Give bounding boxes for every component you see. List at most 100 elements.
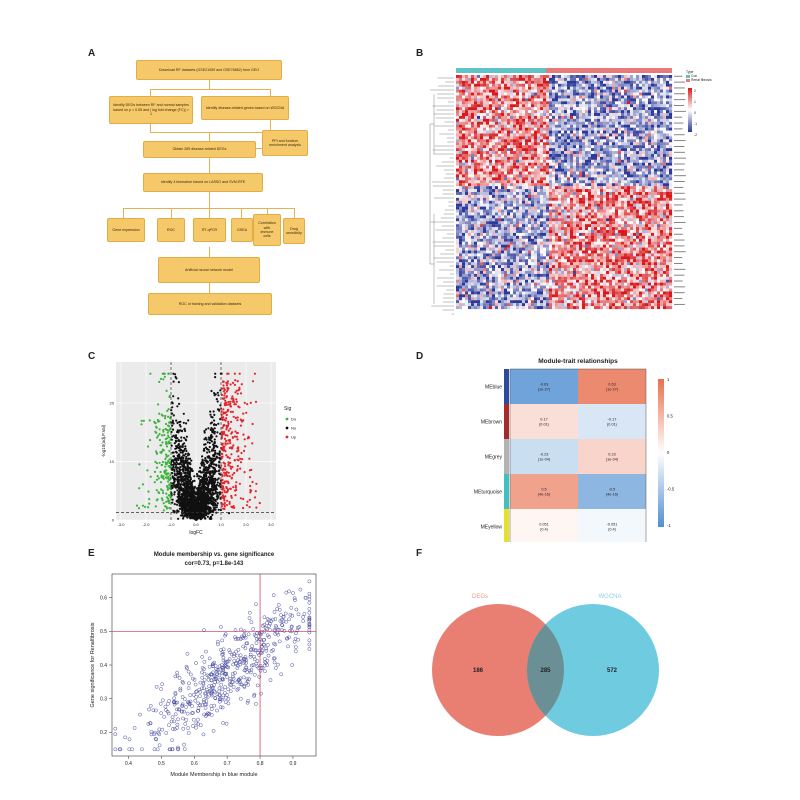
heatmap-cell <box>471 124 475 128</box>
heatmap-cell <box>543 232 547 236</box>
heatmap-cell <box>573 270 577 274</box>
heatmap-cell <box>591 133 595 137</box>
heatmap-cell <box>501 80 505 84</box>
heatmap-cell <box>546 253 550 257</box>
heatmap-cell <box>546 159 550 163</box>
heatmap-cell <box>525 104 529 108</box>
heatmap-cell <box>525 250 529 254</box>
heatmap-cell <box>582 151 586 155</box>
heatmap-cell <box>573 174 577 178</box>
heatmap-cell <box>471 121 475 125</box>
heatmap-cell <box>462 136 466 140</box>
heatmap-cell <box>627 241 631 245</box>
heatmap-cell <box>636 183 640 187</box>
heatmap-cell <box>495 104 499 108</box>
heatmap-cell <box>501 206 505 210</box>
heatmap-cell <box>558 189 562 193</box>
heatmap-cell <box>609 153 613 157</box>
heatmap-cell <box>471 203 475 207</box>
heatmap-cell <box>477 142 481 146</box>
heatmap-cell <box>501 238 505 242</box>
heatmap-cell <box>471 259 475 263</box>
heatmap-cell <box>552 262 556 266</box>
heatmap-cell <box>609 162 613 166</box>
expression-heatmap <box>429 68 686 315</box>
heatmap-cell <box>525 224 529 228</box>
heatmap-cell <box>564 209 568 213</box>
heatmap-cell <box>654 118 658 122</box>
heatmap-cell <box>600 139 604 143</box>
heatmap-cell <box>471 183 475 187</box>
heatmap-cell <box>474 77 478 81</box>
heatmap-cell <box>597 124 601 128</box>
heatmap-cell <box>615 162 619 166</box>
heatmap-cell <box>645 162 649 166</box>
heatmap-cell <box>579 145 583 149</box>
heatmap-cell <box>618 203 622 207</box>
heatmap-cell <box>516 221 520 225</box>
heatmap-cell <box>630 227 634 231</box>
heatmap-cell <box>555 80 559 84</box>
heatmap-cell <box>621 130 625 134</box>
heatmap-cell <box>456 230 460 234</box>
heatmap-cell <box>474 265 478 269</box>
heatmap-cell <box>552 77 556 81</box>
heatmap-cell <box>471 113 475 117</box>
heatmap-cell <box>507 224 511 228</box>
heatmap-cell <box>585 230 589 234</box>
heatmap-cell <box>468 77 472 81</box>
heatmap-cell <box>564 113 568 117</box>
heatmap-cell <box>522 136 526 140</box>
heatmap-cell <box>666 113 670 117</box>
heatmap-cell <box>522 192 526 196</box>
heatmap-cell <box>468 118 472 122</box>
heatmap-cell <box>492 145 496 149</box>
heatmap-cell <box>528 168 532 172</box>
heatmap-cell <box>522 259 526 263</box>
heatmap-cell <box>459 230 463 234</box>
heatmap-cell <box>555 174 559 178</box>
heatmap-cell <box>510 77 514 81</box>
heatmap-cell <box>462 241 466 245</box>
heatmap-cell <box>531 238 535 242</box>
panel-b-heatmap: Type Con Renal fibrosis 2 1 0 -1 -2 <box>428 64 720 320</box>
heatmap-cell <box>480 262 484 266</box>
heatmap-cell <box>546 192 550 196</box>
heatmap-cell <box>495 153 499 157</box>
heatmap-cell <box>618 101 622 105</box>
heatmap-cell <box>666 168 670 172</box>
heatmap-cell <box>645 113 649 117</box>
heatmap-cell <box>570 162 574 166</box>
heatmap-cell <box>573 118 577 122</box>
panel-letter-b: B <box>416 48 424 59</box>
heatmap-cell <box>603 80 607 84</box>
heatmap-cell <box>459 232 463 236</box>
heatmap-cell <box>666 218 670 222</box>
heatmap-cell <box>501 227 505 231</box>
heatmap-cell <box>492 183 496 187</box>
heatmap-cell <box>621 247 625 251</box>
heatmap-cell <box>546 95 550 99</box>
heatmap-cell <box>468 262 472 266</box>
heatmap-cell <box>549 139 553 143</box>
heatmap-cell <box>618 186 622 190</box>
heatmap-cell <box>516 200 520 204</box>
heatmap-cell <box>567 139 571 143</box>
heatmap-cell <box>564 115 568 119</box>
heatmap-cell <box>666 230 670 234</box>
heatmap-cell <box>519 113 523 117</box>
heatmap-cell <box>633 262 637 266</box>
heatmap-cell <box>561 145 565 149</box>
heatmap-cell <box>528 174 532 178</box>
heatmap-cell <box>585 113 589 117</box>
heatmap-cell <box>525 171 529 175</box>
heatmap-cell <box>618 174 622 178</box>
heatmap-cell <box>576 241 580 245</box>
heatmap-cell <box>627 180 631 184</box>
heatmap-cell <box>582 80 586 84</box>
heatmap-cell <box>663 113 667 117</box>
heatmap-cell <box>606 136 610 140</box>
heatmap-cell <box>627 232 631 236</box>
heatmap-cell <box>498 215 502 219</box>
heatmap-cell <box>483 124 487 128</box>
